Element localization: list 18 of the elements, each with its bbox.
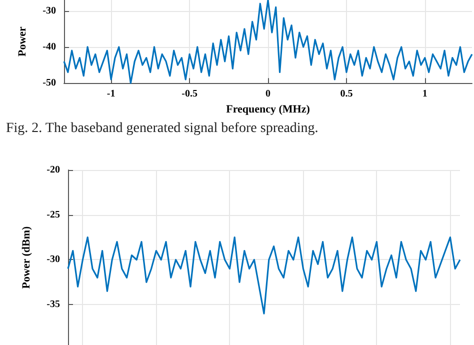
y-tick-label: -20 [46, 164, 60, 176]
x-tick-label: 0.5 [340, 88, 353, 100]
y-tick-label: -25 [46, 209, 60, 220]
x-tick-label: 0 [266, 88, 270, 100]
x-tick-label: 1 [422, 88, 428, 100]
x-axis-title: Frequency (MHz) [226, 104, 310, 116]
line-series [67, 236, 461, 314]
y-tick-label: -30 [42, 5, 56, 16]
y-axis-title: Power (dBm) [20, 226, 32, 289]
line-series [63, 0, 473, 84]
y-tick-label: -50 [42, 78, 56, 89]
x-tick-label: -1 [106, 88, 116, 100]
y-axis-title: Power [16, 26, 28, 57]
caption: Fig. 2. The baseband generated signal before spreading. [6, 121, 318, 137]
x-tick-label: -0.5 [182, 88, 198, 100]
y-tick-label: -40 [42, 41, 56, 52]
y-tick-label: -30 [46, 254, 60, 266]
y-tick-label: -35 [46, 299, 60, 310]
